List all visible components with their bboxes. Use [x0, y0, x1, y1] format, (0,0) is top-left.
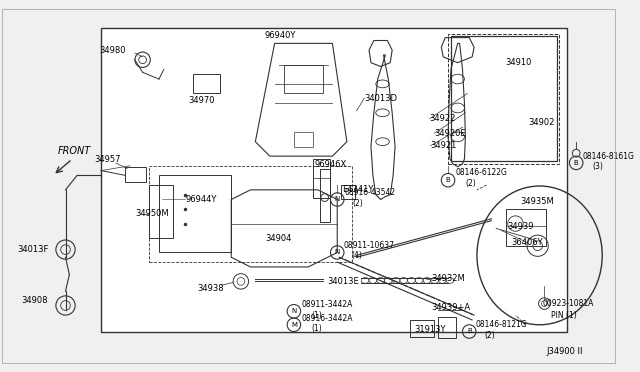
Bar: [506, 209, 547, 246]
Bar: [125, 167, 147, 182]
Text: 34939+A: 34939+A: [431, 303, 471, 312]
Text: 96946X: 96946X: [314, 160, 346, 169]
Text: N: N: [335, 196, 340, 202]
Text: E4341Y: E4341Y: [342, 185, 373, 194]
Text: 34935M: 34935M: [520, 197, 554, 206]
Bar: [448, 34, 559, 164]
Bar: [341, 185, 355, 199]
Text: 34932M: 34932M: [431, 274, 465, 283]
Text: (1): (1): [311, 311, 322, 320]
Text: 34013D: 34013D: [364, 94, 397, 103]
Text: B: B: [574, 160, 579, 166]
Text: B: B: [467, 328, 472, 334]
Text: 31913Y: 31913Y: [414, 325, 446, 334]
Text: N: N: [335, 250, 340, 256]
Text: 34921: 34921: [431, 141, 457, 150]
Bar: [284, 65, 323, 93]
Bar: [193, 74, 220, 93]
Text: (2): (2): [465, 179, 476, 187]
Text: 96940Y: 96940Y: [264, 31, 296, 40]
Text: 34938: 34938: [198, 283, 224, 293]
Text: M: M: [291, 322, 297, 328]
Text: (2): (2): [353, 199, 364, 208]
Text: (1): (1): [311, 324, 322, 333]
Text: 08146-6122G: 08146-6122G: [456, 168, 508, 177]
Text: 08146-8121G: 08146-8121G: [476, 320, 528, 329]
Bar: [313, 159, 330, 198]
Bar: [159, 176, 231, 253]
Text: 34902: 34902: [528, 118, 554, 127]
Text: B: B: [445, 177, 451, 183]
Text: 00923-1081A: 00923-1081A: [543, 299, 594, 308]
Text: 08916-43542: 08916-43542: [345, 188, 396, 197]
Text: N: N: [291, 308, 296, 314]
Bar: [101, 28, 566, 333]
Text: 34970: 34970: [188, 96, 214, 105]
Text: 34908: 34908: [22, 296, 48, 305]
Bar: [438, 317, 456, 338]
Bar: [451, 36, 557, 161]
Text: 34910: 34910: [505, 58, 531, 67]
Text: 34922: 34922: [429, 114, 456, 123]
Text: 34013E: 34013E: [328, 277, 359, 286]
Text: 34950M: 34950M: [135, 209, 168, 218]
Bar: [149, 185, 173, 238]
Text: 34980: 34980: [99, 46, 125, 55]
Text: FRONT: FRONT: [58, 146, 91, 156]
Bar: [320, 169, 330, 222]
Bar: [149, 166, 352, 262]
Text: (3): (3): [593, 162, 604, 171]
Text: 34904: 34904: [265, 234, 291, 243]
Text: 96944Y: 96944Y: [185, 195, 216, 204]
Text: PIN (1): PIN (1): [551, 311, 577, 320]
Bar: [410, 320, 433, 337]
Text: 08146-8161G: 08146-8161G: [583, 152, 635, 161]
Text: 34957: 34957: [95, 154, 121, 164]
Text: 08916-3442A: 08916-3442A: [301, 314, 353, 323]
Bar: [294, 132, 313, 147]
Text: 36406Y: 36406Y: [511, 238, 543, 247]
Text: 34013F: 34013F: [17, 245, 48, 254]
Text: 08911-3442A: 08911-3442A: [301, 300, 353, 309]
Text: J34900 II: J34900 II: [547, 347, 583, 356]
Text: 34939: 34939: [507, 222, 533, 231]
Text: 34920E: 34920E: [435, 128, 466, 138]
Text: (4): (4): [352, 251, 363, 260]
Text: (2): (2): [484, 331, 495, 340]
Text: 08911-10637: 08911-10637: [344, 241, 395, 250]
